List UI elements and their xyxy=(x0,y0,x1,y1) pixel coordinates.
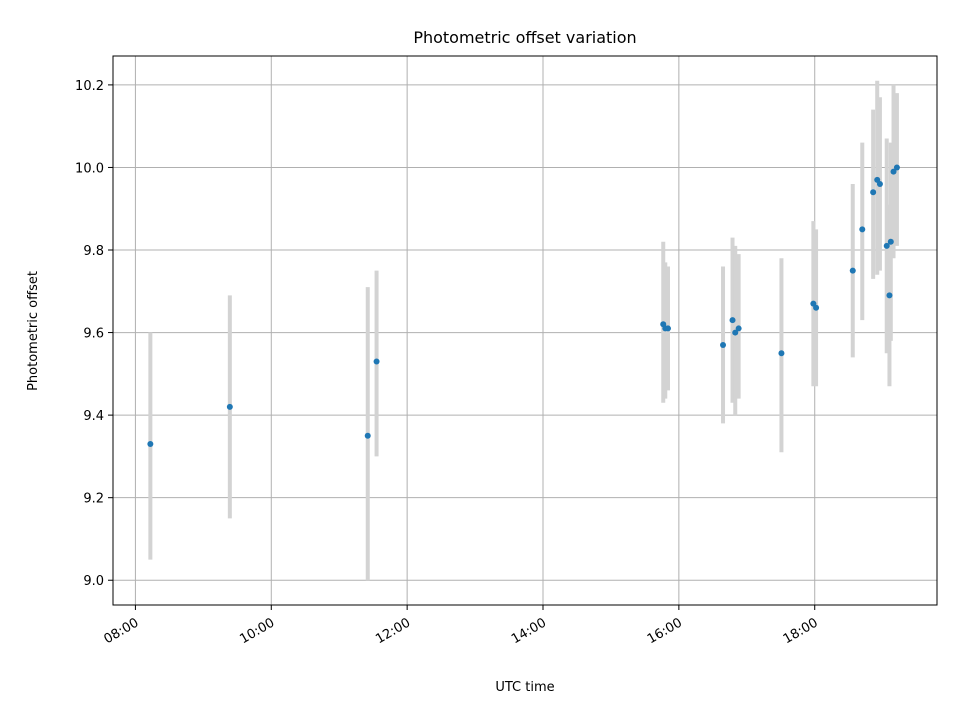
y-tick-label: 10.0 xyxy=(75,161,104,176)
data-point xyxy=(890,168,897,175)
data-point xyxy=(729,317,736,324)
y-tick-label: 9.8 xyxy=(83,244,104,259)
chart-title: Photometric offset variation xyxy=(413,28,636,47)
data-point xyxy=(813,304,820,311)
y-tick-label: 9.0 xyxy=(83,574,104,589)
y-tick-label: 10.2 xyxy=(75,79,104,94)
y-tick-label: 9.2 xyxy=(83,492,104,507)
data-point xyxy=(849,267,856,274)
y-tick-label: 9.4 xyxy=(83,409,104,424)
data-point xyxy=(887,238,894,245)
y-axis-label: Photometric offset xyxy=(26,271,41,391)
data-point xyxy=(870,189,877,196)
data-point xyxy=(735,325,742,332)
data-point xyxy=(226,403,233,410)
data-point xyxy=(859,226,866,233)
y-axis: 9.0 9.2 9.4 9.6 9.8 10.0 10.2 xyxy=(75,79,113,589)
data-point xyxy=(778,350,785,357)
data-point xyxy=(147,441,154,448)
data-point xyxy=(893,164,900,171)
data-point xyxy=(886,292,893,299)
data-point xyxy=(732,329,739,336)
data-point xyxy=(883,242,890,249)
grid-lines xyxy=(113,56,937,605)
plot-frame xyxy=(112,55,938,606)
x-axis-label: UTC time xyxy=(495,680,554,695)
data-point xyxy=(373,358,380,365)
data-point xyxy=(876,180,883,187)
y-tick-label: 9.6 xyxy=(83,327,104,342)
data-point xyxy=(720,341,727,348)
data-points xyxy=(147,164,900,448)
data-point xyxy=(364,432,371,439)
data-point xyxy=(664,325,671,332)
